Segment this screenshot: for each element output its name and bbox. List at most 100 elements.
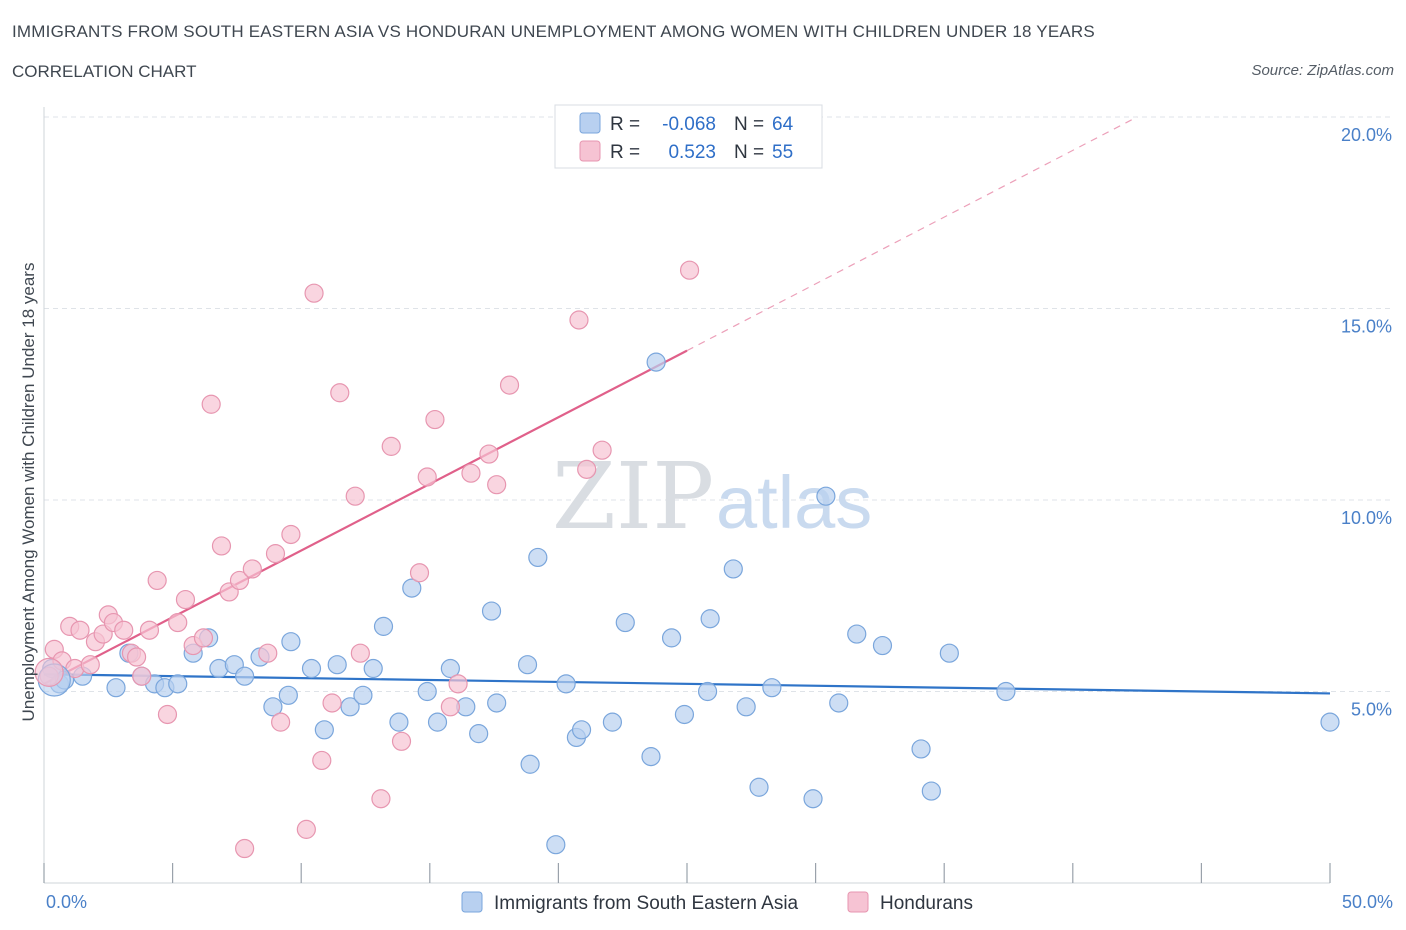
blue-point <box>469 724 489 744</box>
source-label: Source: ZipAtlas.com <box>1251 62 1394 79</box>
pink-point <box>139 620 160 640</box>
gridlines <box>44 116 1392 692</box>
pink-point <box>114 620 134 640</box>
stats-r-value-pink: 0.523 <box>668 142 716 163</box>
blue-point <box>996 681 1016 702</box>
blue-point <box>373 616 394 636</box>
blue-point <box>389 712 409 732</box>
pink-point <box>281 524 301 545</box>
chart-title: IMMIGRANTS FROM SOUTH EASTERN ASIA VS HO… <box>12 22 1095 41</box>
blue-point <box>520 754 540 774</box>
blue-point <box>281 632 301 652</box>
pink-point <box>499 375 520 395</box>
stats-n-value-pink: 55 <box>772 142 793 163</box>
pink-point <box>312 750 332 771</box>
legend-label-pink: Hondurans <box>880 893 973 914</box>
blue-point <box>546 835 566 855</box>
legend-swatch-pink <box>847 891 869 913</box>
blue-point <box>641 747 661 767</box>
stats-swatch-blue <box>579 112 601 134</box>
blue-point <box>615 612 635 633</box>
blue-point <box>517 655 538 675</box>
legend-label-blue: Immigrants from South Eastern Asia <box>494 893 799 914</box>
watermark-zip: ZIP <box>552 443 714 550</box>
watermark: ZIP atlas <box>552 443 872 550</box>
pink-point <box>34 657 64 687</box>
pink-point <box>381 436 401 456</box>
stats-n-label-pink: N = <box>734 142 764 163</box>
stats-legend: R = -0.068 N = 64 R = 0.523 N = 55 <box>554 104 823 169</box>
blue-point <box>829 693 849 713</box>
pink-point <box>345 486 365 506</box>
blue-point <box>402 578 422 598</box>
blue-point <box>314 720 334 740</box>
blue-point <box>674 704 695 725</box>
blue-point <box>235 666 255 686</box>
blue-point <box>340 697 360 717</box>
blue-point <box>106 678 126 698</box>
watermark-atlas: atlas <box>716 461 872 544</box>
tick-labels: 5.0% 10.0% 15.0% 20.0% 0.0% 50.0% <box>46 125 1393 912</box>
y-tick-label: 5.0% <box>1351 700 1392 720</box>
blue-point <box>427 712 448 732</box>
pink-point <box>193 628 214 648</box>
pink-point <box>391 731 412 751</box>
pink-point <box>425 409 445 430</box>
pink-point <box>235 838 255 859</box>
blue-point <box>481 601 502 621</box>
blue-point <box>327 655 347 675</box>
pink-point <box>70 620 90 640</box>
x-tick-label: 50.0% <box>1342 892 1393 912</box>
blue-point <box>762 678 782 698</box>
pink-point <box>679 260 700 280</box>
pink-point <box>80 655 100 675</box>
pink-point <box>147 570 167 591</box>
pink-point <box>569 310 589 330</box>
y-axis-label: Unemployment Among Women with Children U… <box>19 263 38 722</box>
pink-point <box>440 697 460 717</box>
blue-point <box>847 624 867 644</box>
pink-point <box>417 467 437 487</box>
blue-point <box>646 352 666 372</box>
blue-point <box>1320 712 1340 732</box>
blue-point <box>723 559 743 579</box>
blue-point <box>939 643 959 663</box>
blue-point <box>487 693 507 713</box>
pink-point <box>592 440 612 460</box>
trend-lines <box>43 116 1331 695</box>
pink-point <box>258 643 278 663</box>
pink-point <box>350 643 370 663</box>
pink-point <box>304 283 324 303</box>
pink-point <box>409 563 430 583</box>
blue-point <box>417 681 437 702</box>
stats-r-value-blue: -0.068 <box>662 114 716 135</box>
blue-point <box>168 674 188 694</box>
blue-trend-line <box>43 673 1331 695</box>
blue-point <box>921 781 941 801</box>
legend-swatch-blue <box>461 891 483 913</box>
x-tick-label: 0.0% <box>46 892 87 912</box>
blue-point <box>700 609 720 629</box>
blue-point <box>661 628 682 648</box>
pink-point <box>265 544 286 564</box>
blue-point <box>736 697 756 717</box>
pink-point <box>296 819 316 839</box>
pink-point <box>157 704 178 725</box>
pink-point <box>322 693 342 713</box>
y-tick-label: 15.0% <box>1341 317 1392 337</box>
series-legend: Immigrants from South Eastern Asia Hondu… <box>461 891 973 914</box>
stats-r-label-blue: R = <box>610 114 640 135</box>
axes <box>43 107 1331 884</box>
pink-point <box>242 559 262 579</box>
blue-point <box>911 739 931 759</box>
blue-point <box>571 720 592 740</box>
blue-point <box>301 658 322 679</box>
blue-point <box>363 658 383 679</box>
blue-point <box>697 681 718 702</box>
blue-point <box>440 658 460 679</box>
stats-r-label-pink: R = <box>610 142 640 163</box>
blue-point <box>872 635 893 656</box>
y-tick-label: 20.0% <box>1341 125 1392 145</box>
pink-point <box>371 789 391 809</box>
